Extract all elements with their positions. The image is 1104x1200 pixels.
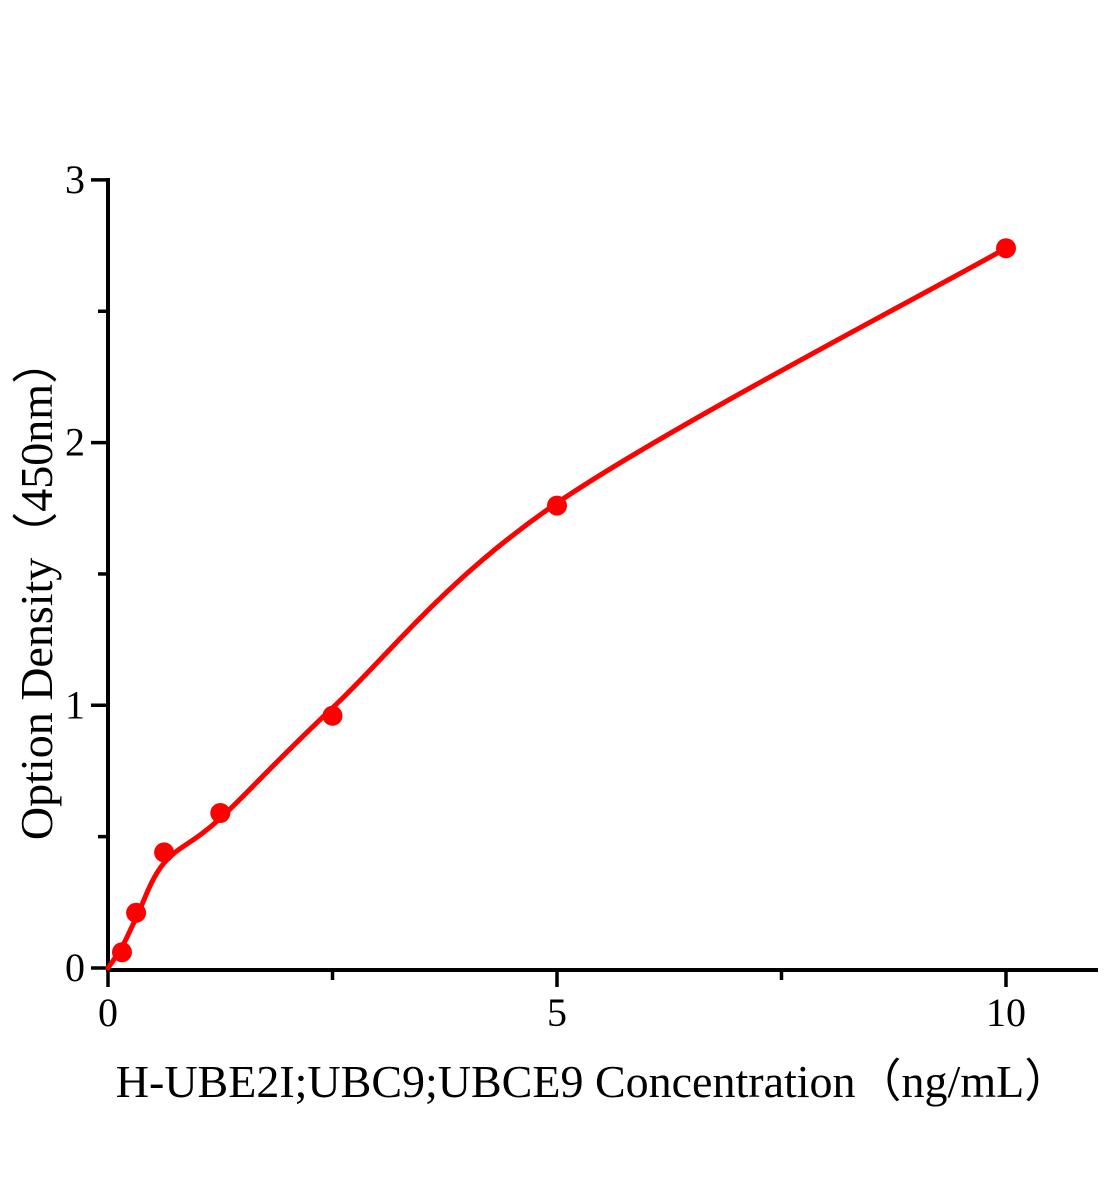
data-point — [112, 942, 132, 963]
y-axis-label: Option Density（450nm） — [11, 338, 62, 840]
data-point — [154, 842, 175, 863]
axis-lines — [106, 178, 1098, 972]
y-tick-label: 0 — [65, 945, 85, 990]
y-tick-label: 1 — [65, 682, 85, 727]
data-point — [210, 803, 231, 823]
axis-ticks — [91, 178, 1008, 987]
data-point — [322, 705, 343, 726]
tick-labels: 0 5 10 0 1 2 3 — [65, 157, 1026, 1035]
x-tick-label: 5 — [547, 990, 567, 1035]
data-point — [996, 238, 1016, 259]
x-tick-label: 0 — [98, 990, 118, 1035]
data-points — [112, 238, 1016, 963]
x-axis-label: H-UBE2I;UBC9;UBCE9 Concentration（ng/mL） — [116, 1056, 1070, 1107]
data-point — [547, 495, 567, 516]
fit-curve — [105, 245, 1009, 971]
x-tick-label: 10 — [986, 990, 1026, 1035]
data-point — [126, 902, 147, 923]
y-tick-label: 3 — [65, 157, 85, 202]
y-tick-label: 2 — [65, 420, 85, 465]
